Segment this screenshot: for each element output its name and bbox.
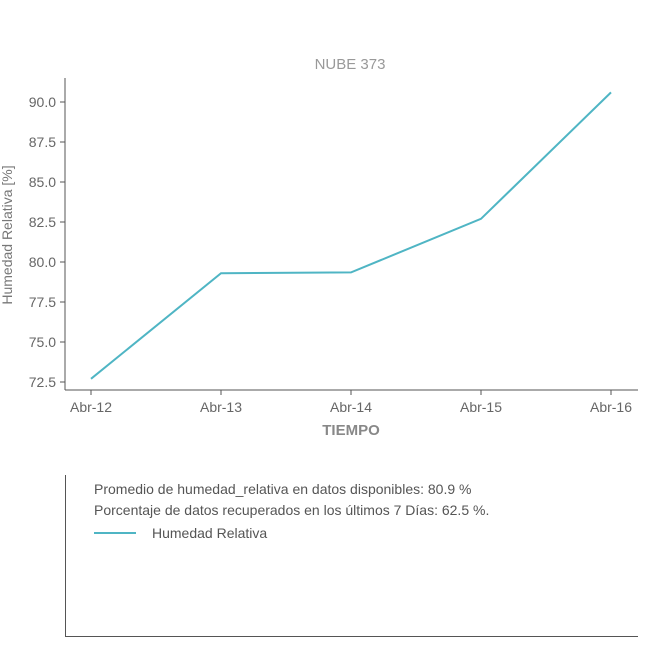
x-tick-label: Abr-15 [460, 399, 502, 415]
series-line [90, 91, 612, 380]
recovered-percentage-text: Porcentaje de datos recuperados en los ú… [94, 502, 490, 518]
y-tick-label: 80.0 [29, 254, 56, 270]
x-axis-label: TIEMPO [322, 422, 380, 439]
y-tick-label: 75.0 [29, 334, 56, 350]
y-axis-label: Humedad Relativa [%] [0, 165, 15, 304]
series-group [90, 91, 612, 380]
y-tick-label: 77.5 [29, 294, 56, 310]
y-tick-label: 90.0 [29, 94, 56, 110]
x-tick-label: Abr-14 [330, 399, 372, 415]
legend-line-swatch [94, 532, 136, 534]
y-tick-label: 87.5 [29, 134, 56, 150]
y-tick-label: 82.5 [29, 214, 56, 230]
line-chart: NUBE 373 Humedad Relativa [%] TIEMPO 72.… [0, 56, 638, 439]
average-text: Promedio de humedad_relativa en datos di… [94, 481, 472, 497]
y-tick-label: 85.0 [29, 174, 56, 190]
y-tick-label: 72.5 [29, 374, 56, 390]
chart-title: NUBE 373 [315, 56, 386, 73]
x-ticks: Abr-12 Abr-13 Abr-14 Abr-15 Abr-16 [70, 390, 632, 415]
x-tick-label: Abr-13 [200, 399, 242, 415]
info-panel: Promedio de humedad_relativa en datos di… [65, 475, 638, 637]
x-tick-label: Abr-12 [70, 399, 112, 415]
legend-label: Humedad Relativa [152, 525, 268, 541]
legend: Humedad Relativa [94, 525, 267, 541]
x-tick-label: Abr-16 [590, 399, 632, 415]
y-ticks: 72.5 75.0 77.5 80.0 82.5 85.0 87.5 90.0 [29, 94, 65, 390]
